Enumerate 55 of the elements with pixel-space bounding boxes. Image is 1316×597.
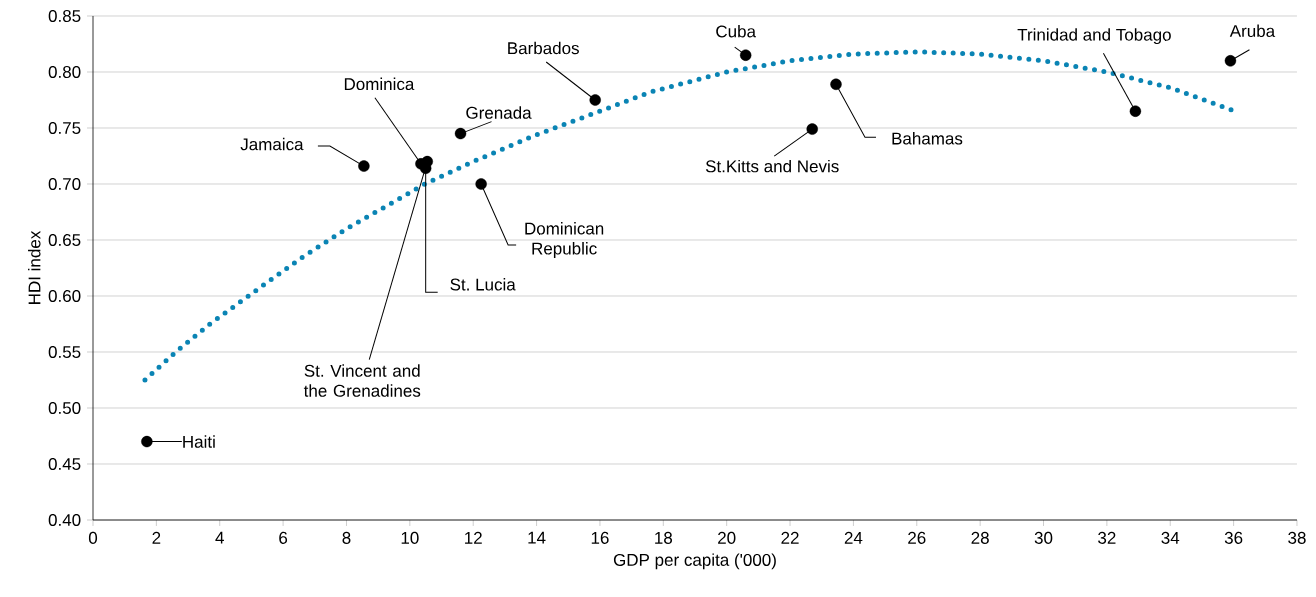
annotation: Dominica [344,77,415,91]
annotation: Haiti [183,435,215,448]
point [358,160,370,172]
y-tick-label: 0.75 [48,121,81,135]
annotation: St.Kitts and Nevis [705,159,839,173]
x-tick-label: 18 [655,531,673,544]
annotation: Aruba [1229,24,1276,38]
x-tick-label: 6 [279,531,288,544]
point [475,178,487,190]
point [589,94,601,106]
x-tick-label: 36 [1224,531,1243,544]
x-tick-label: 20 [718,531,736,544]
y-tick-label: 0.40 [48,513,81,527]
x-tick-label: 16 [591,531,609,544]
x-tick-label: 24 [844,531,863,544]
annotation: Barbados [508,41,579,55]
x-tick-label: 14 [528,531,546,544]
x-tick-label: 8 [342,531,351,544]
x-tick-label: 32 [1098,531,1116,544]
y-tick-label: 0.50 [48,401,81,415]
annotation: Grenada [466,106,532,119]
x-tick-label: 26 [908,531,926,544]
annotation: Dominican Republic [525,222,604,258]
point [830,78,842,91]
x-tick-label: 12 [465,531,482,544]
y-tick-label: 0.45 [48,457,81,471]
point [739,49,752,61]
x-tick-label: 34 [1161,531,1180,544]
point [806,123,818,135]
point [454,127,467,140]
y-tick-label: 0.85 [48,9,81,23]
point [1129,105,1142,117]
x-axis-title: GDP per capita ('000) [613,553,776,570]
y-axis-title: HDI index [28,230,41,304]
annotation: St. Lucia [450,278,516,291]
annotation: Jamaica [240,137,304,151]
point [141,435,153,448]
y-tick-label: 0.55 [48,345,81,359]
annotation: Cuba [716,24,756,38]
x-tick-label: 10 [401,531,419,544]
x-tick-label: 2 [152,531,161,544]
x-tick-label: 0 [88,531,98,544]
x-tick-label: 4 [215,531,224,544]
x-tick-label: 28 [971,531,989,544]
x-tick-label: 38 [1288,531,1306,544]
point [1224,55,1237,67]
x-tick-label: 30 [1034,531,1053,544]
x-tick-label: 22 [781,531,799,544]
y-tick-label: 0.80 [48,65,81,79]
y-tick-label: 0.65 [48,233,81,247]
annotation: St. Vincent and the Grenadines [303,364,421,397]
y-tick-label: 0.60 [48,289,81,303]
annotation: Trinidad and Tobago [1017,28,1171,45]
annotation: Bahamas [892,132,963,145]
y-tick-label: 0.70 [48,177,81,191]
